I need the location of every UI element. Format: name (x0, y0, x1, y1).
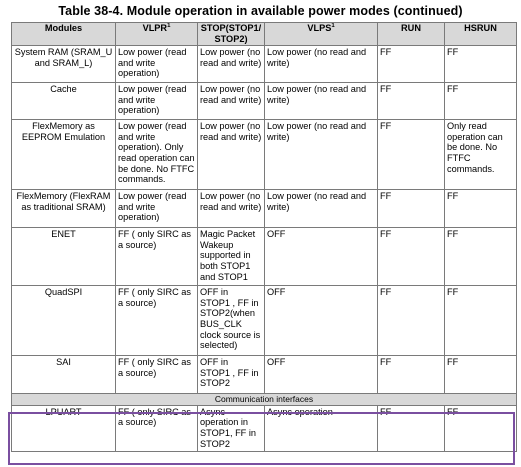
hsrun-cell: FF (444, 82, 517, 121)
run-cell: FF (377, 82, 445, 121)
stop-cell: OFF in STOP1 , FF in STOP2(when BUS_CLK … (197, 285, 265, 357)
stop-cell: Low power (no read and write) (197, 82, 265, 121)
vlpr-cell: FF ( only SIRC as a source) (115, 355, 198, 395)
vlpr-cell: Low power (read and write operation) (115, 82, 198, 121)
vlps-cell: OFF (264, 227, 378, 287)
vlpr-cell: Low power (read and write operation). On… (115, 119, 198, 191)
stop-cell: Low power (no read and write) (197, 189, 265, 229)
section-row: Communication interfaces (11, 393, 517, 406)
module-name-cell: ENET (11, 227, 116, 287)
hsrun-cell: FF (444, 285, 517, 357)
vlps-cell: Low power (no read and write) (264, 45, 378, 84)
module-name-cell: FlexMemory (FlexRAM as traditional SRAM) (11, 189, 116, 229)
header-stop: STOP(STOP1/ STOP2) (197, 21, 265, 47)
stop-cell: OFF in STOP1 , FF in STOP2 (197, 355, 265, 395)
header-vlpr: VLPR1 (115, 21, 198, 47)
section-label-communication: Communication interfaces (11, 393, 517, 406)
hsrun-cell: FF (444, 355, 517, 395)
hsrun-cell: FF (444, 45, 517, 84)
table-row: Cache Low power (read and write operatio… (11, 82, 517, 121)
vlps-cell: Low power (no read and write) (264, 189, 378, 229)
header-modules: Modules (11, 21, 116, 47)
table-row: QuadSPI FF ( only SIRC as a source) OFF … (11, 285, 517, 357)
header-row: Modules VLPR1 STOP(STOP1/ STOP2) VLPS1 R… (11, 21, 517, 47)
run-cell: FF (377, 355, 445, 395)
vlpr-cell: Low power (read and write operation) (115, 189, 198, 229)
table-row: FlexMemory (FlexRAM as traditional SRAM)… (11, 189, 517, 229)
table-row: ENET FF ( only SIRC as a source) Magic P… (11, 227, 517, 287)
vlps-cell: Low power (no read and write) (264, 82, 378, 121)
table-title: Table 38-4. Module operation in availabl… (58, 4, 463, 18)
run-cell: FF (377, 285, 445, 357)
run-cell: FF (377, 119, 445, 191)
module-name-cell: System RAM (SRAM_U and SRAM_L) (11, 45, 116, 84)
table-row: System RAM (SRAM_U and SRAM_L) Low power… (11, 45, 517, 84)
run-cell: FF (377, 189, 445, 229)
header-run: RUN (377, 21, 445, 47)
hsrun-cell: FF (444, 189, 517, 229)
stop-cell: Low power (no read and write) (197, 119, 265, 191)
vlps-cell: Low power (no read and write) (264, 119, 378, 191)
header-vlps: VLPS1 (264, 21, 378, 47)
run-cell: FF (377, 45, 445, 84)
vlpr-cell: FF ( only SIRC as a source) (115, 227, 198, 287)
table-row: SAI FF ( only SIRC as a source) OFF in S… (11, 355, 517, 395)
vlpr-cell: FF ( only SIRC as a source) (115, 285, 198, 357)
vlps-cell: OFF (264, 285, 378, 357)
header-hsrun: HSRUN (444, 21, 517, 47)
table-row: FlexMemory as EEPROM Emulation Low power… (11, 119, 517, 191)
power-modes-table: Modules VLPR1 STOP(STOP1/ STOP2) VLPS1 R… (11, 21, 517, 452)
module-name-cell: FlexMemory as EEPROM Emulation (11, 119, 116, 191)
run-cell: FF (377, 227, 445, 287)
hsrun-cell: Only read operation can be done. No FTFC… (444, 119, 517, 191)
module-name-cell: SAI (11, 355, 116, 395)
stop-cell: Low power (no read and write) (197, 45, 265, 84)
module-name-cell: Cache (11, 82, 116, 121)
hsrun-cell: FF (444, 227, 517, 287)
vlpr-cell: Low power (read and write operation) (115, 45, 198, 84)
vlps-cell: OFF (264, 355, 378, 395)
lpuart-highlight-box (8, 412, 515, 465)
module-name-cell: QuadSPI (11, 285, 116, 357)
stop-cell: Magic Packet Wakeup supported in both ST… (197, 227, 265, 287)
